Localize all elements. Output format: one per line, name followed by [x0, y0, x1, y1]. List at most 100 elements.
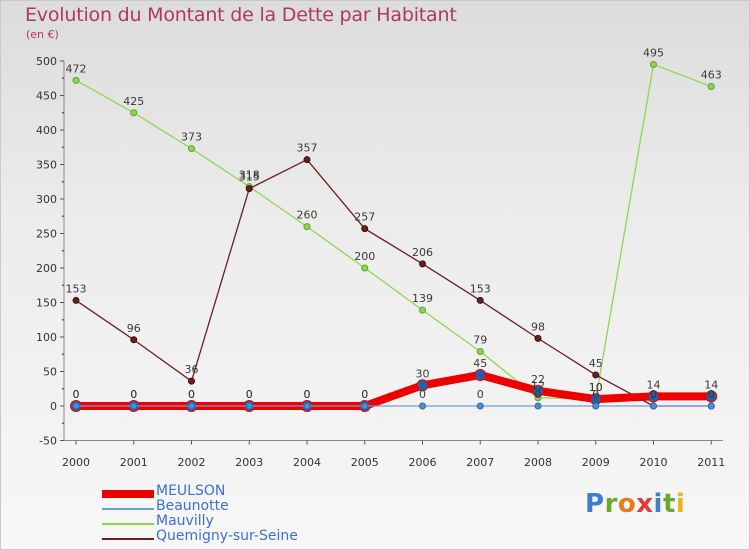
x-tick-label: 2001	[120, 456, 148, 469]
logo-letter: P	[585, 489, 605, 519]
data-label-quemigny-sur-seine: 357	[297, 142, 318, 155]
data-label-mauvilly: 79	[473, 333, 487, 346]
data-label-quemigny-sur-seine: 153	[470, 282, 491, 295]
data-point-quemigny-sur-seine	[476, 296, 484, 304]
x-tick-label: 2010	[640, 456, 668, 469]
x-tick-label: 2007	[466, 456, 494, 469]
data-point-mauvilly	[476, 347, 484, 355]
data-label-meulson: 14	[647, 378, 661, 391]
data-point-mauvilly	[130, 109, 138, 117]
y-tick-label: 150	[36, 297, 57, 310]
data-label-mauvilly: 260	[297, 209, 318, 222]
data-label-meulson: 0	[130, 388, 137, 401]
legend-swatch	[102, 537, 154, 540]
legend-swatch	[102, 507, 154, 510]
data-label-beaunotte: 0	[592, 388, 599, 401]
y-tick-label: 400	[36, 124, 57, 137]
legend-label: Beaunotte	[156, 498, 229, 514]
series-line-meulson	[72, 370, 716, 410]
logo-letter: i	[653, 489, 663, 519]
legend-label: MEULSON	[156, 483, 226, 499]
data-point-beaunotte	[361, 402, 369, 410]
data-label-mauvilly: 200	[354, 250, 375, 263]
data-label-quemigny-sur-seine: 257	[354, 211, 375, 224]
series-layer	[70, 60, 718, 412]
x-tick-label: 2009	[582, 456, 610, 469]
x-tick-label: 2008	[524, 456, 552, 469]
data-label-quemigny-sur-seine: 45	[589, 357, 603, 370]
data-label-mauvilly: 472	[66, 62, 87, 75]
data-label-meulson: 0	[73, 388, 80, 401]
data-point-beaunotte	[130, 402, 138, 410]
logo-letter: r	[604, 489, 618, 519]
data-point-meulson	[416, 379, 429, 392]
data-label-beaunotte: 0	[304, 388, 311, 401]
data-point-quemigny-sur-seine	[188, 377, 195, 385]
data-point-beaunotte	[476, 402, 484, 410]
data-label-mauvilly: 12	[531, 380, 545, 393]
data-label-meulson: 22	[531, 373, 545, 386]
data-point-beaunotte	[650, 402, 657, 410]
proxiti-logo: Proxiti	[585, 489, 685, 519]
data-label-quemigny-sur-seine: 96	[127, 322, 141, 335]
y-tick-label: 350	[36, 159, 57, 172]
y-tick-label: 100	[36, 331, 57, 344]
data-point-meulson	[705, 390, 718, 403]
data-point-meulson	[532, 384, 544, 397]
data-label-beaunotte: 0	[361, 388, 368, 401]
data-label-meulson: 0	[188, 388, 195, 401]
legend-label: Mauvilly	[156, 513, 214, 529]
x-tick-label: 2002	[178, 456, 206, 469]
data-label-beaunotte: 0	[188, 388, 195, 401]
data-point-beaunotte	[534, 402, 542, 410]
data-point-beaunotte	[303, 402, 311, 410]
data-label-quemigny-sur-seine: 153	[66, 282, 87, 295]
data-label-beaunotte: 0	[708, 388, 715, 401]
data-label-mauvilly: 318	[239, 169, 260, 182]
logo-letter: x	[636, 489, 654, 519]
data-label-beaunotte: 0	[477, 388, 484, 401]
data-label-meulson: 30	[416, 367, 430, 380]
data-label-beaunotte: 0	[535, 388, 542, 401]
x-tick-label: 2006	[409, 456, 437, 469]
data-point-mauvilly	[188, 145, 195, 153]
legend-swatch	[102, 522, 154, 525]
data-point-mauvilly	[650, 60, 657, 68]
data-point-mauvilly	[419, 306, 426, 314]
data-label-beaunotte: 0	[650, 388, 657, 401]
data-point-meulson	[474, 368, 487, 381]
data-label-mauvilly: 495	[643, 46, 664, 59]
data-label-mauvilly: 463	[701, 69, 722, 82]
data-point-quemigny-sur-seine	[303, 156, 311, 164]
series-quemigny-sur-seine	[72, 156, 715, 410]
data-label-beaunotte: 0	[73, 388, 80, 401]
data-point-quemigny-sur-seine	[130, 336, 138, 344]
data-label-quemigny-sur-seine: 315	[239, 171, 260, 184]
data-label-quemigny-sur-seine: 98	[531, 320, 545, 333]
legend-swatch	[102, 489, 154, 498]
data-label-meulson: 0	[361, 388, 368, 401]
data-point-quemigny-sur-seine	[419, 260, 426, 268]
data-point-mauvilly	[72, 76, 80, 84]
x-tick-label: 2003	[235, 456, 263, 469]
y-tick-label: 50	[43, 366, 57, 379]
data-point-quemigny-sur-seine	[534, 334, 542, 342]
series-meulson	[70, 368, 718, 412]
data-point-mauvilly	[361, 264, 369, 272]
y-tick-label: -50	[39, 435, 57, 448]
data-label-quemigny-sur-seine: 0	[650, 388, 657, 401]
data-point-beaunotte	[72, 402, 80, 410]
chart-unit-label: (en €)	[26, 28, 59, 41]
data-point-quemigny-sur-seine	[245, 185, 253, 193]
data-label-beaunotte: 0	[246, 388, 253, 401]
data-point-beaunotte	[419, 402, 426, 410]
data-label-meulson: 0	[246, 388, 253, 401]
data-label-quemigny-sur-seine: 206	[412, 246, 433, 259]
data-label-quemigny-sur-seine: 0	[708, 388, 715, 401]
logo-letter: t	[662, 489, 676, 519]
data-point-quemigny-sur-seine	[72, 296, 80, 304]
